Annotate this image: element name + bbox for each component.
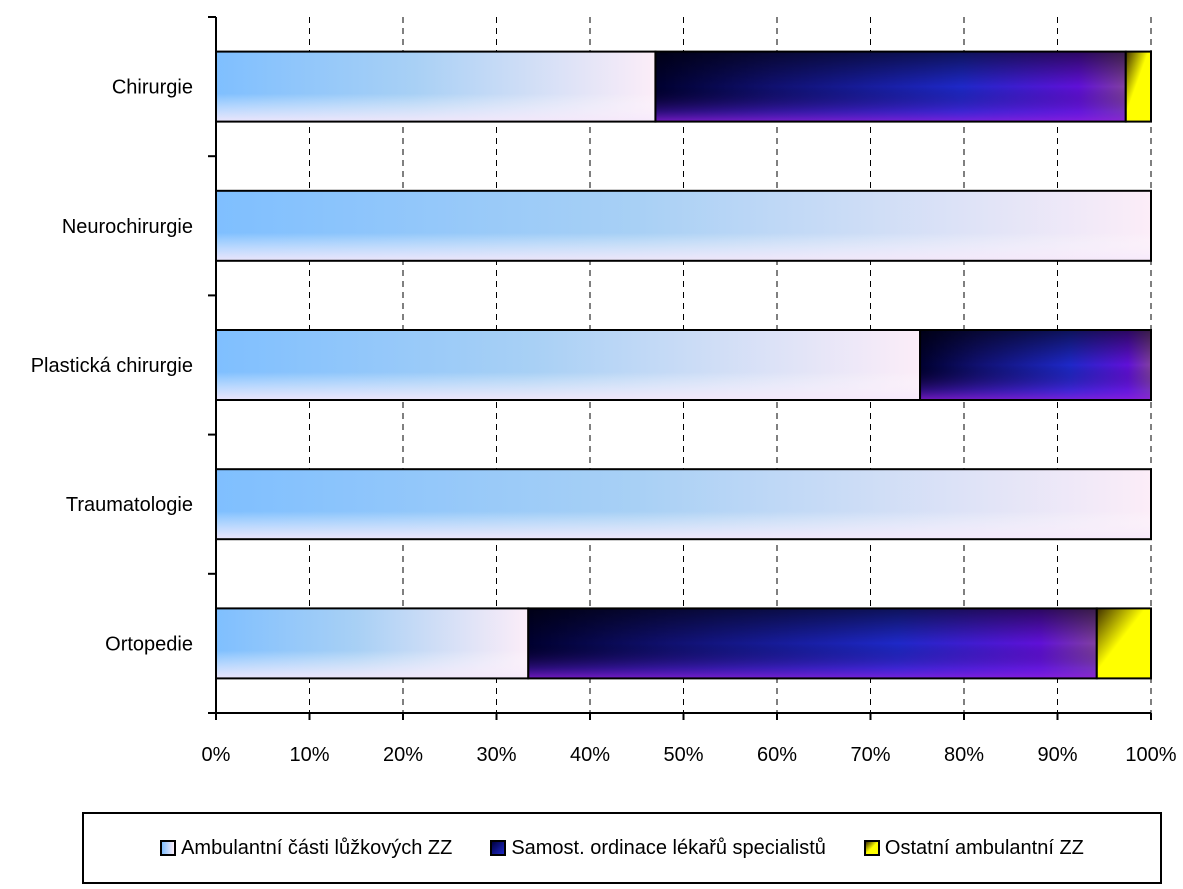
legend-item-ambulantni: Ambulantní části lůžkových ZZ: [160, 837, 452, 860]
x-tick-label: 30%: [476, 744, 516, 766]
x-tick-label: 100%: [1125, 744, 1176, 766]
legend-item-ostatni: Ostatní ambulantní ZZ: [863, 836, 1084, 860]
bar-segment-outline: [919, 329, 1152, 401]
legend-swatch-samost: [490, 840, 507, 856]
x-tick-label: 20%: [383, 744, 423, 766]
x-tick-label: 80%: [944, 744, 984, 766]
legend-label: Ambulantní části lůžkových ZZ: [181, 836, 453, 859]
x-tick-label: 0%: [202, 744, 231, 766]
bar-segment-shade: [216, 51, 656, 122]
chart-svg: Chirurgie Neurochirurgie Plastická chirurg…: [31, 16, 1177, 766]
category-label: Chirurgie: [112, 77, 193, 99]
x-tick-label: 40%: [570, 744, 610, 766]
gridlines: [309, 17, 1152, 713]
x-tick-label: 70%: [850, 744, 890, 766]
legend-swatch-ostatni: [863, 840, 880, 856]
bar-segment: [1125, 51, 1151, 122]
bars: [215, 50, 1153, 680]
category-labels: Chirurgie Neurochirurgie Plastická chirurg…: [31, 77, 193, 656]
legend-swatch-ambulantni: [160, 840, 177, 856]
legend-label: Samost. ordinace lékařů specialistů: [511, 836, 826, 859]
x-tick-label: 60%: [757, 744, 797, 766]
bar-segment-shade: [216, 190, 1151, 261]
legend-label: Ostatní ambulantní ZZ: [884, 836, 1084, 859]
bar-segment-shade: [655, 51, 1126, 122]
bar-segment-shade: [920, 330, 1151, 400]
x-tick-label: 10%: [289, 744, 329, 766]
category-label: Traumatologie: [66, 494, 193, 516]
category-label: Ortopedie: [105, 633, 193, 655]
bar-segment: [1096, 608, 1151, 679]
bar-segment-outline: [1095, 607, 1153, 680]
bar-segment-outline: [1124, 50, 1153, 123]
bar-segment-shade: [216, 608, 529, 679]
axes: [208, 16, 1152, 720]
bar-segment-shade: [216, 330, 921, 400]
x-tick-labels: 0% 10% 20% 30% 40% 50% 60% 70% 80% 90% 100%: [202, 744, 1177, 766]
bar-segment-shade: [216, 469, 1151, 540]
legend-item-samost: Samost. ordinace lékařů specialistů: [490, 837, 826, 860]
x-tick-label: 50%: [663, 744, 703, 766]
x-tick-label: 90%: [1037, 744, 1077, 766]
category-label: Plastická chirurgie: [31, 355, 193, 377]
category-label: Neurochirurgie: [62, 216, 193, 238]
bar-segment-shade: [528, 608, 1097, 679]
legend: Ambulantní části lůžkových ZZ Samost. or…: [82, 812, 1162, 884]
